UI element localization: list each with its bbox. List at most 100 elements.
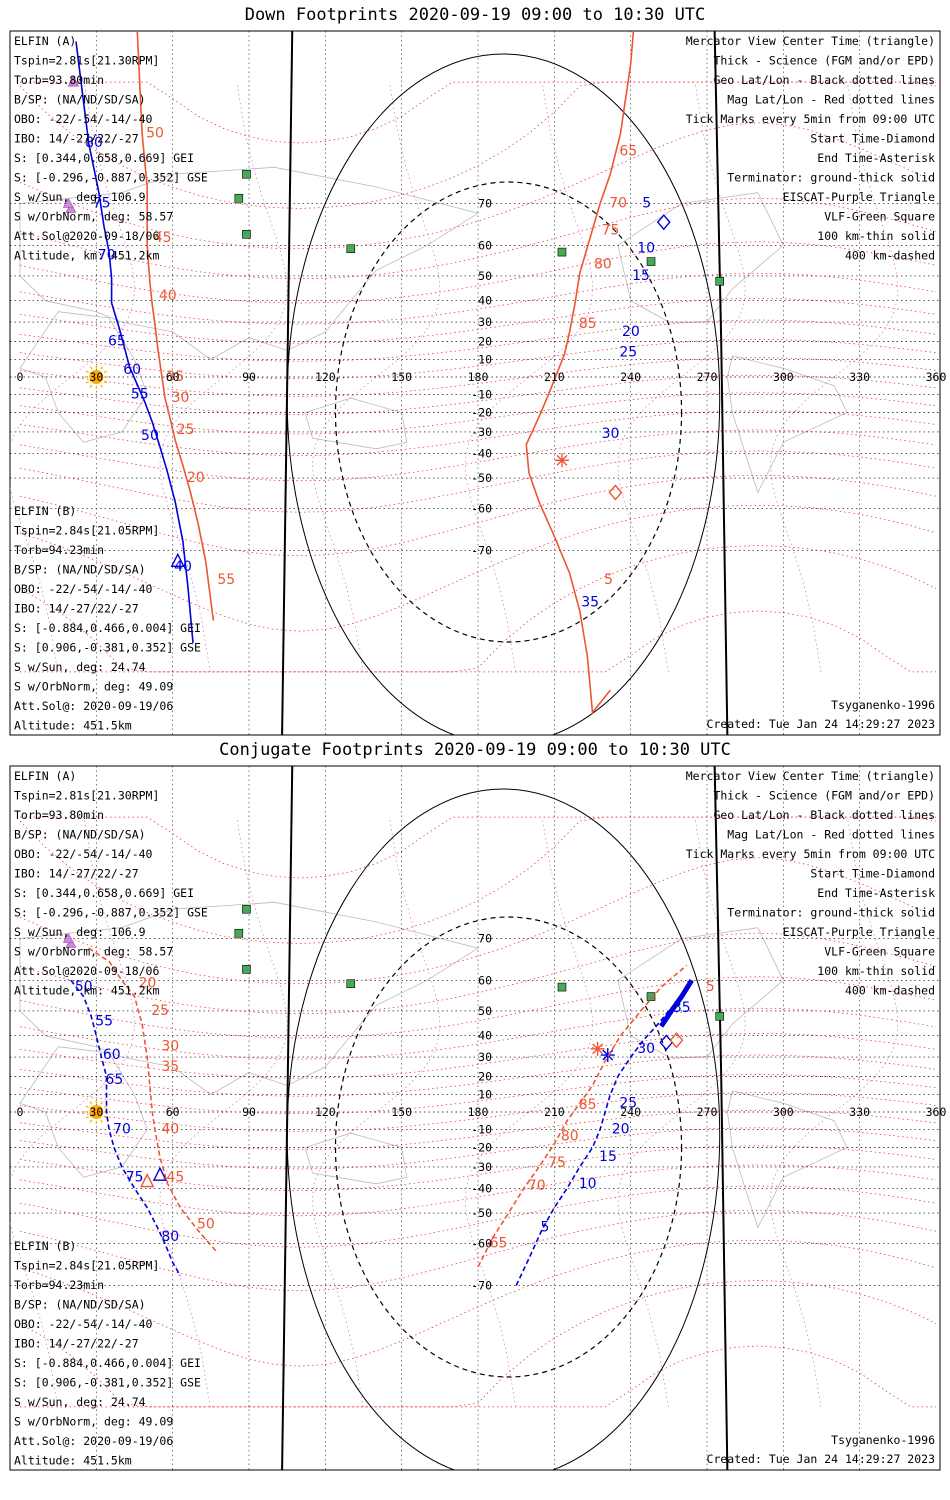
tick-mark-label: 20 — [187, 470, 205, 486]
sun-ray — [100, 1119, 103, 1123]
tick-mark-label: 30 — [602, 426, 620, 442]
info-b-line: S w/Sun, deg: 24.74 — [14, 660, 146, 674]
legend-line: 100 km-thin solid — [817, 964, 935, 978]
mag-lat-line — [20, 81, 936, 144]
info-a-line: S w/Sun, deg: 106.9 — [14, 190, 146, 204]
x-tick-label: 180 — [468, 370, 489, 384]
legend-line: EISCAT-Purple Triangle — [783, 190, 935, 204]
vlf-station-marker — [557, 247, 567, 257]
mag-lat-line — [19, 932, 937, 1014]
x-tick-label: 300 — [773, 1105, 794, 1119]
legend-line: 100 km-thin solid — [817, 229, 935, 243]
center-triangle — [170, 552, 185, 567]
info-b-line: Torb=94.23min — [14, 1278, 104, 1292]
legend-line: Mercator View Center Time (triangle) — [686, 769, 935, 783]
footer-created: Created: Tue Jan 24 14:29:27 2023 — [707, 717, 936, 731]
mag-lat-line — [19, 1185, 937, 1248]
info-a-line: Att.Sol@2020-09-18/06 — [14, 964, 159, 978]
series-line-elfin-a — [75, 41, 194, 644]
y-tick-label: -30 — [471, 1160, 492, 1174]
info-a-line: Tspin=2.81s[21.30RPM] — [14, 54, 159, 68]
x-tick-label: 90 — [242, 370, 256, 384]
tick-mark-label: 25 — [151, 1003, 169, 1019]
tick-mark-label: 65 — [105, 1072, 123, 1088]
y-tick-label: -50 — [471, 471, 492, 485]
conjugate-footprints-chart: 5101520253035505560657075805657075808520… — [9, 765, 946, 1471]
info-a-line: Tspin=2.81s[21.30RPM] — [14, 789, 159, 803]
info-b-line: OBO: -22/-54/-14/-40 — [14, 582, 153, 596]
vlf-station-marker — [242, 965, 251, 974]
info-a-line: S: [-0.296,-0.887,0.352] GSE — [14, 171, 208, 185]
center-triangle — [152, 1166, 168, 1181]
x-tick-label: 30 — [89, 1105, 103, 1119]
sun-ray — [100, 384, 103, 388]
sun-marker — [89, 1105, 104, 1119]
legend-line: Mag Lat/Lon - Red dotted lines — [727, 828, 935, 842]
plot-area: 5101520253035405055606570758060657075808… — [10, 31, 940, 735]
y-tick-label: 30 — [478, 1050, 492, 1064]
tick-mark-label: 30 — [172, 390, 190, 406]
info-b-line: Tspin=2.84s[21.05RPM] — [14, 1259, 159, 1273]
mag-lat-line — [19, 339, 937, 380]
tick-mark-label: 75 — [126, 1169, 144, 1185]
x-tick-label: 0 — [17, 1105, 24, 1119]
legend-line: Geo Lat/Lon - Black dotted lines — [713, 808, 935, 822]
footer-model: Tsyganenko-1996 — [831, 698, 935, 712]
tick-mark-label: 40 — [159, 288, 177, 304]
x-tick-label: 150 — [391, 1105, 412, 1119]
tick-mark-label: 65 — [619, 144, 637, 160]
sun-ray — [103, 1105, 108, 1109]
terminator-dusk — [713, 31, 729, 735]
info-b-line: Altitude: 451.5km — [14, 1454, 132, 1468]
series-line-elfin-a — [70, 979, 181, 1277]
info-a-line: Torb=93.80min — [14, 73, 104, 87]
tick-mark-label: 5 — [541, 1219, 550, 1235]
coastline-3 — [726, 355, 848, 494]
y-tick-label: 50 — [478, 1004, 492, 1018]
sun-ray — [85, 1115, 89, 1119]
info-b-line: ELFIN (B) — [14, 1239, 76, 1253]
x-tick-label: 120 — [315, 1105, 336, 1119]
tick-mark-label: 70 — [113, 1122, 131, 1138]
info-a-line: ELFIN (A) — [14, 34, 76, 48]
coastline-0 — [19, 166, 479, 360]
info-b-line: Att.Sol@: 2020-09-19/06 — [14, 699, 173, 713]
y-tick-label: -10 — [471, 388, 492, 402]
sun-marker — [89, 370, 104, 384]
tick-mark-label: 35 — [581, 594, 599, 610]
mag-lat-line — [19, 374, 937, 415]
y-tick-label: 30 — [478, 315, 492, 329]
mag-lat-line — [19, 1145, 937, 1191]
tick-mark-label: 50 — [146, 125, 164, 141]
tick-mark-label: 30 — [161, 1039, 179, 1055]
mag-lat-line — [19, 1109, 937, 1150]
tick-mark-label: 70 — [528, 1178, 546, 1194]
y-tick-label: -70 — [471, 1279, 492, 1293]
y-tick-label: 10 — [478, 1087, 492, 1101]
legend-line: Geo Lat/Lon - Black dotted lines — [713, 73, 935, 87]
x-tick-label: 0 — [17, 370, 24, 384]
x-tick-label: 360 — [926, 370, 947, 384]
tick-mark-label: 50 — [141, 428, 159, 444]
tick-mark-label: 20 — [612, 1122, 630, 1138]
series-line-elfin-a — [515, 996, 683, 1286]
eiscat-marker — [65, 937, 77, 948]
vlf-station-marker — [715, 276, 725, 286]
x-tick-label: 300 — [773, 370, 794, 384]
mag-lat-line — [19, 1033, 937, 1079]
info-b-line: IBO: 14/-27/22/-27 — [14, 1337, 139, 1351]
legend-line: Start Time-Diamond — [810, 132, 935, 146]
y-tick-label: -60 — [471, 1237, 492, 1251]
tick-mark-label: 10 — [637, 241, 655, 257]
y-tick-label: 70 — [478, 931, 492, 945]
info-b-line: S w/OrbNorm, deg: 49.09 — [14, 1415, 173, 1429]
sun-ray — [89, 366, 93, 370]
coastline-0 — [19, 901, 479, 1095]
series-line-elfin-b — [525, 31, 635, 715]
y-tick-label: -20 — [471, 406, 492, 420]
info-a-line: IBO: 14/-27/22/-27 — [14, 132, 139, 146]
tick-mark-label: 10 — [579, 1176, 597, 1192]
tick-mark-label: 20 — [622, 324, 640, 340]
info-b-line: Tspin=2.84s[21.05RPM] — [14, 524, 159, 538]
info-a-line: B/SP: (NA/ND/SD/SA) — [14, 828, 146, 842]
